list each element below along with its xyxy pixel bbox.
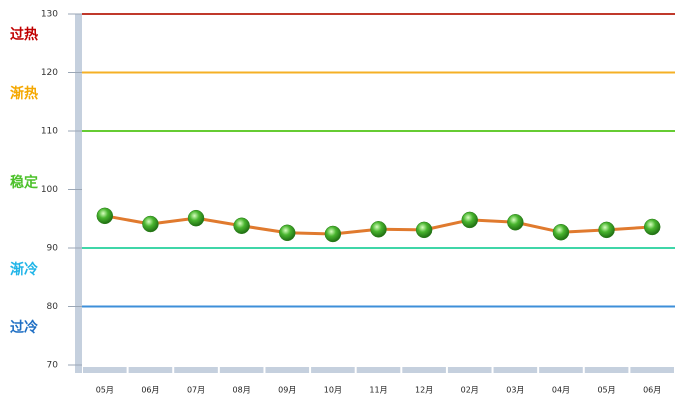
data-point <box>324 225 342 243</box>
y-axis-bar <box>75 14 82 373</box>
band-label: 过冷 <box>10 319 38 336</box>
x-tick-label: 06月 <box>643 386 661 395</box>
data-point <box>461 211 478 229</box>
x-axis-segment <box>584 367 629 373</box>
x-tick-label: 02月 <box>461 386 479 395</box>
x-axis-segment <box>83 367 127 373</box>
data-point <box>370 221 387 238</box>
y-tick-label: 80 <box>47 302 59 312</box>
x-tick-label: 08月 <box>233 386 251 395</box>
x-tick-label: 09月 <box>278 386 296 395</box>
x-axis-segment <box>128 367 173 373</box>
data-point <box>643 218 661 236</box>
x-tick-label: 05月 <box>597 386 615 395</box>
x-tick-label: 07月 <box>187 386 205 395</box>
data-point <box>142 215 159 233</box>
band-label: 稳定 <box>10 174 38 191</box>
x-axis-segment <box>539 367 583 373</box>
x-tick-label: 04月 <box>552 386 570 395</box>
x-axis-segment <box>402 367 446 373</box>
data-point <box>279 224 296 242</box>
x-tick-label: 03月 <box>506 386 524 395</box>
y-tick-label: 70 <box>47 361 59 371</box>
x-tick-label: 12月 <box>415 386 433 395</box>
y-tick-label: 120 <box>41 68 58 78</box>
data-point <box>552 223 570 241</box>
band-label: 渐热 <box>10 85 38 102</box>
data-point <box>598 221 615 239</box>
x-axis-segment <box>311 367 355 373</box>
x-tick-label: 06月 <box>141 386 159 395</box>
y-tick-label: 110 <box>41 127 58 137</box>
data-point <box>507 214 524 231</box>
data-point <box>96 207 114 225</box>
x-axis-segment <box>219 367 264 373</box>
x-axis-segment <box>447 367 492 373</box>
x-axis-segment <box>493 367 538 373</box>
x-tick-label: 10月 <box>324 386 342 395</box>
x-axis-segment <box>265 367 310 373</box>
data-point <box>415 221 433 239</box>
data-point <box>187 209 205 227</box>
y-tick-label: 100 <box>41 185 58 195</box>
x-tick-label: 11月 <box>369 386 387 395</box>
band-label: 渐冷 <box>10 261 38 278</box>
band-label: 过热 <box>10 26 38 43</box>
y-tick-label: 130 <box>41 10 58 20</box>
y-tick-label: 90 <box>47 244 59 254</box>
data-point <box>233 217 250 235</box>
x-axis-segment <box>356 367 401 373</box>
x-axis-segment <box>630 367 674 373</box>
x-tick-label: 05月 <box>96 386 114 395</box>
x-axis-segment <box>174 367 218 373</box>
